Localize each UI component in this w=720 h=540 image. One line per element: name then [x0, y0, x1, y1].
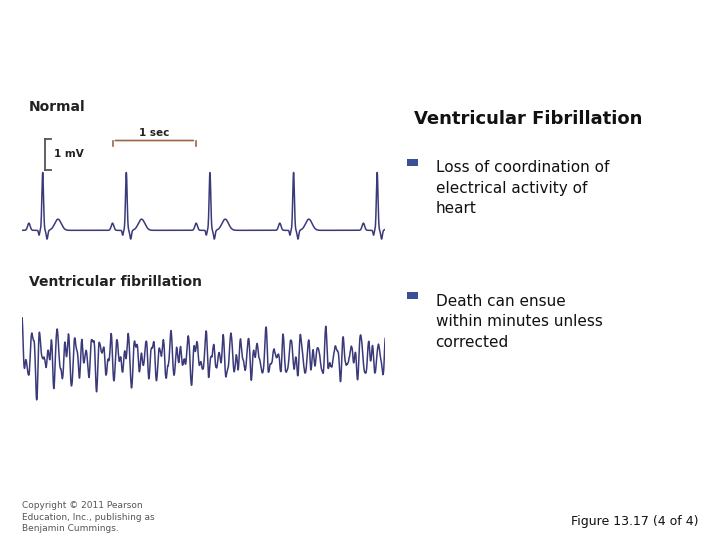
Text: ECG Arrhythmias: Fibrillation: ECG Arrhythmias: Fibrillation — [120, 26, 600, 54]
Text: Copyright © 2011 Pearson
Education, Inc., publishing as
Benjamin Cummings.: Copyright © 2011 Pearson Education, Inc.… — [22, 501, 154, 534]
Text: Figure 13.17 (4 of 4): Figure 13.17 (4 of 4) — [571, 516, 698, 529]
Text: Ventricular fibrillation: Ventricular fibrillation — [29, 275, 202, 289]
Text: Death can ensue
within minutes unless
corrected: Death can ensue within minutes unless co… — [436, 294, 603, 350]
Text: 1 mV: 1 mV — [54, 150, 84, 159]
Text: Normal: Normal — [29, 100, 86, 114]
Bar — [407, 159, 418, 166]
Text: Ventricular Fibrillation: Ventricular Fibrillation — [414, 110, 642, 128]
Bar — [407, 292, 418, 299]
Text: Loss of coordination of
electrical activity of
heart: Loss of coordination of electrical activ… — [436, 160, 609, 216]
Text: 1 sec: 1 sec — [139, 128, 169, 138]
